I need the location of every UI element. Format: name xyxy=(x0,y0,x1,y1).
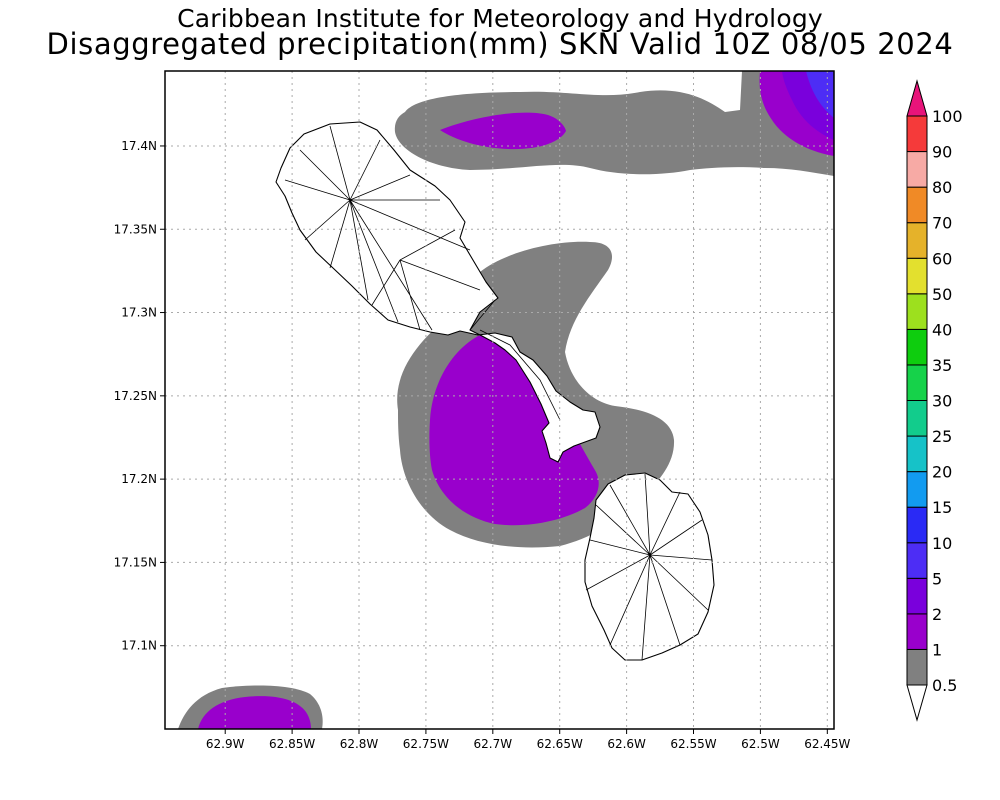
st-kitts-drainage xyxy=(284,125,561,421)
x-tick-label: 62.65W xyxy=(537,737,583,751)
map-plot-area xyxy=(165,71,834,729)
plot-frame xyxy=(164,70,835,730)
map-subtitle: Disaggregated precipitation(mm) SKN Vali… xyxy=(46,27,954,61)
x-axis: 62.9W 62.85W 62.8W 62.75W 62.7W 62.65W 62.6W 62… xyxy=(206,729,851,751)
x-tick-label: 62.5W xyxy=(741,737,780,751)
colorbar-segment xyxy=(906,613,928,650)
precip-area-1mm xyxy=(429,335,599,526)
colorbar-label: 30 xyxy=(932,392,952,411)
x-tick-label: 62.9W xyxy=(206,737,245,751)
colorbar-label: 1 xyxy=(932,640,942,659)
nevis-drainage xyxy=(585,473,713,661)
colorbar-segment xyxy=(906,328,928,366)
colorbar-label: 50 xyxy=(932,285,952,304)
y-axis: 17.1N 17.15N 17.2N 17.25N 17.3N 17.35N 17.4N xyxy=(114,139,165,653)
colorbar-segment xyxy=(906,648,928,686)
precip-area-5mm xyxy=(806,71,834,118)
colorbar-segment xyxy=(906,186,928,224)
colorbar-label: 10 xyxy=(932,534,952,553)
colorbar-label: 100 xyxy=(932,107,963,126)
colorbar-label: 70 xyxy=(932,214,952,233)
colorbar-segment xyxy=(906,364,928,401)
colorbar-segment xyxy=(906,471,928,508)
y-tick-label: 17.15N xyxy=(114,555,157,569)
colorbar-segment xyxy=(906,577,928,615)
colorbar-segment xyxy=(906,151,928,188)
precip-area-1mm xyxy=(198,696,311,729)
y-tick-label: 17.2N xyxy=(121,472,157,486)
colorbar-label: 5 xyxy=(932,569,942,588)
x-tick-label: 62.6W xyxy=(607,737,646,751)
y-tick-label: 17.35N xyxy=(114,222,157,236)
x-tick-label: 62.45W xyxy=(804,737,850,751)
colorbar-cap-high xyxy=(906,79,928,117)
x-tick-label: 62.75W xyxy=(403,737,449,751)
x-tick-label: 62.55W xyxy=(670,737,716,751)
colorbar-segment xyxy=(906,400,928,437)
colorbar-label: 2 xyxy=(932,605,942,624)
colorbar-segment xyxy=(906,542,928,579)
y-tick-label: 17.1N xyxy=(121,639,157,653)
y-tick-label: 17.3N xyxy=(121,306,157,320)
island-st-kitts xyxy=(275,121,601,463)
x-tick-label: 62.7W xyxy=(474,737,513,751)
precip-area-0.5mm xyxy=(394,71,834,176)
colorbar-label: 90 xyxy=(932,143,952,162)
map-grid xyxy=(165,71,834,729)
y-tick-label: 17.25N xyxy=(114,389,157,403)
colorbar-label: 0.5 xyxy=(932,676,957,695)
x-tick-label: 62.85W xyxy=(269,737,315,751)
precip-area-1mm xyxy=(440,112,566,150)
colorbar-cap-low xyxy=(906,684,928,722)
colorbar-segment xyxy=(906,115,928,153)
y-tick-label: 17.4N xyxy=(121,139,157,153)
colorbar-label: 20 xyxy=(932,463,952,482)
colorbar-segment xyxy=(906,506,928,544)
colorbar-label: 15 xyxy=(932,498,952,517)
colorbar-label: 35 xyxy=(932,356,952,375)
colorbar-label: 80 xyxy=(932,178,952,197)
colorbar-segment xyxy=(906,435,928,473)
colorbar-segment xyxy=(906,257,928,295)
colorbar-label: 60 xyxy=(932,249,952,268)
colorbar-label: 25 xyxy=(932,427,952,446)
map-title: Caribbean Institute for Meteorology and … xyxy=(177,4,823,33)
colorbar-segment xyxy=(906,293,928,330)
colorbar-segment xyxy=(906,222,928,259)
drainage-lines xyxy=(284,125,713,661)
colorbar-label: 40 xyxy=(932,320,952,339)
x-tick-label: 62.8W xyxy=(340,737,379,751)
